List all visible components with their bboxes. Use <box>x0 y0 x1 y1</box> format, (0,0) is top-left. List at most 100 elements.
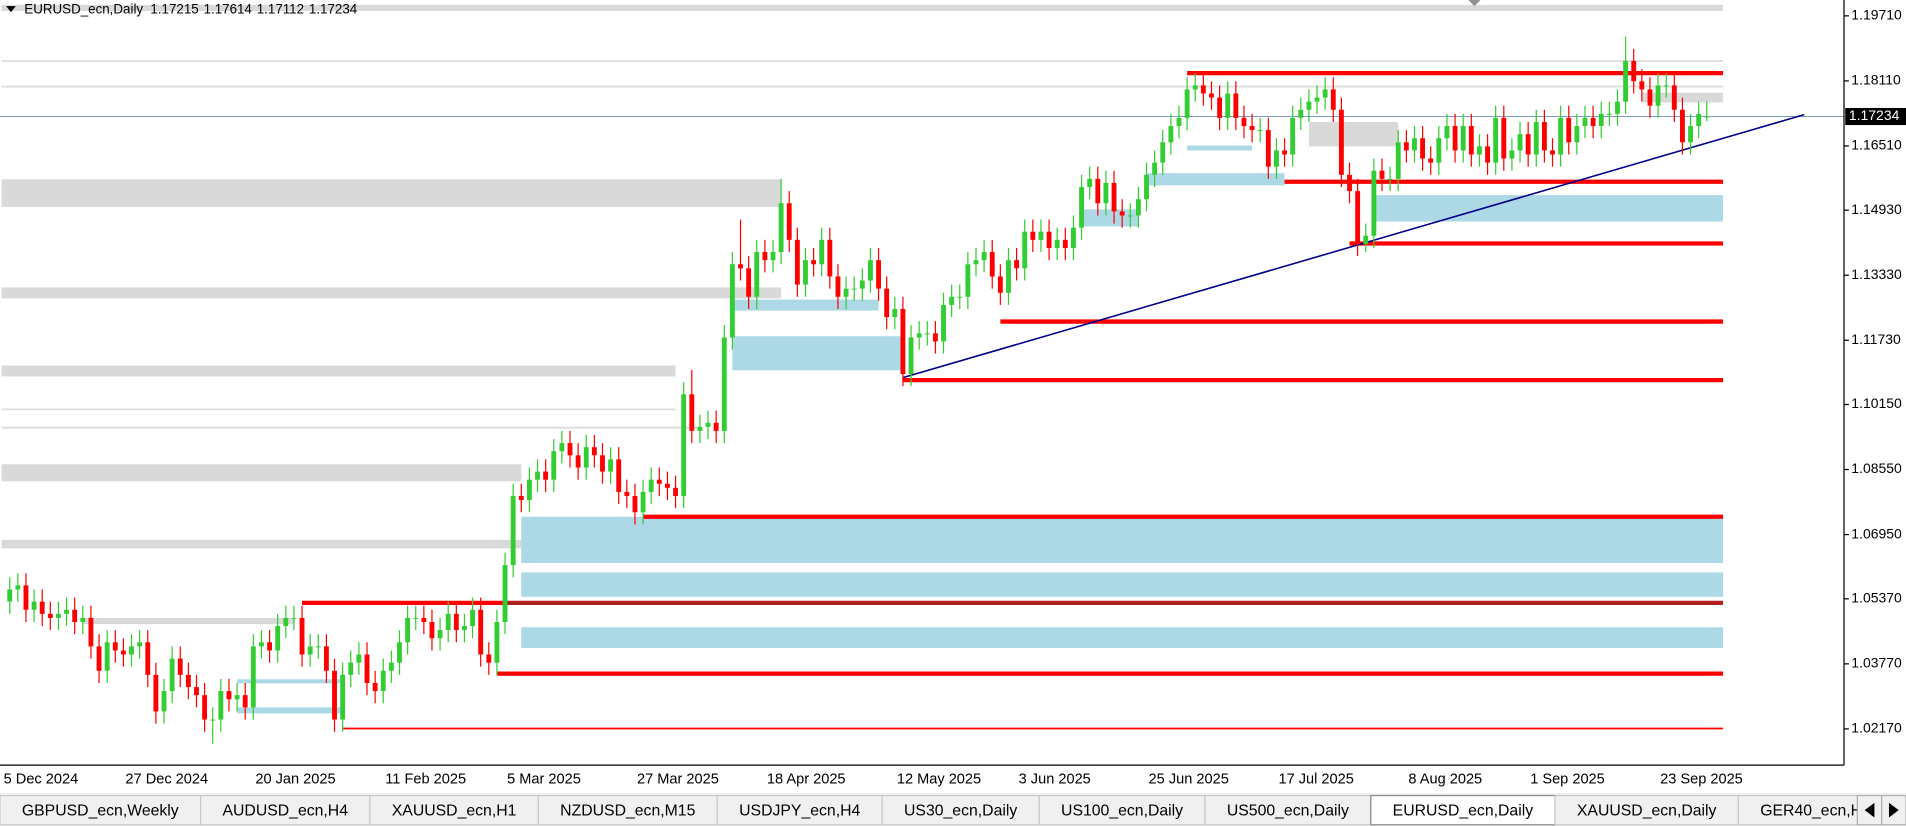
candle-body <box>819 239 825 265</box>
tab-label[interactable]: XAUUSD_ecn,Daily <box>1577 803 1717 820</box>
candle-body <box>380 670 386 692</box>
tab[interactable]: US500_ecn,Daily <box>1204 794 1372 826</box>
tab-label[interactable]: GBPUSD_ecn,Weekly <box>22 803 179 820</box>
candle-body <box>957 296 963 298</box>
candle-body <box>104 642 110 671</box>
candle-body <box>721 337 727 431</box>
candle-body <box>462 626 467 631</box>
zone <box>1 539 522 549</box>
tab[interactable]: GER40_ecn,H4 <box>1737 794 1871 826</box>
candle-body <box>965 264 971 297</box>
zone <box>237 679 343 684</box>
candle-body <box>705 422 711 427</box>
zone <box>82 617 294 625</box>
candle-body <box>1509 150 1515 159</box>
candle-body <box>31 601 37 610</box>
candle-body <box>1355 191 1361 244</box>
trendline <box>902 113 1805 379</box>
tab-frame[interactable] <box>881 794 1040 826</box>
tab-frame[interactable] <box>537 794 718 826</box>
candle-body <box>137 642 143 647</box>
tab-frame[interactable] <box>1737 794 1858 826</box>
candle-body <box>932 333 938 342</box>
candle-body <box>1314 97 1320 102</box>
open-value: 1.17215 <box>150 1 198 16</box>
candle-body <box>843 288 849 297</box>
tab-frame[interactable] <box>716 794 883 826</box>
tab-label[interactable]: AUDUSD_ecn,H4 <box>222 803 348 820</box>
tab-label[interactable]: US500_ecn,Daily <box>1227 803 1349 820</box>
candle-body <box>876 260 881 289</box>
tab[interactable]: USDJPY_ecn,H4 <box>716 794 883 826</box>
candle-body <box>1574 126 1580 143</box>
tab[interactable]: EURUSD_ecn,Daily <box>1370 794 1556 826</box>
candle-body <box>640 491 646 513</box>
candle-body <box>1550 150 1555 155</box>
candle-body <box>1306 101 1312 110</box>
candle-body <box>1655 85 1661 106</box>
candle-body <box>632 495 638 513</box>
candle-body <box>291 617 297 619</box>
tab[interactable]: XAUUSD_ecn,Daily <box>1554 794 1739 826</box>
tab[interactable]: AUDUSD_ecn,H4 <box>199 794 371 826</box>
tab-frame[interactable] <box>1370 794 1556 826</box>
candle-body <box>283 617 289 627</box>
tab[interactable]: US100_ecn,Daily <box>1038 794 1206 826</box>
candle-body <box>1095 178 1101 204</box>
candle-body <box>510 495 516 566</box>
tab-frame[interactable] <box>199 794 371 826</box>
candle-body <box>770 252 776 261</box>
candle-body <box>1347 174 1352 192</box>
candle-body <box>1680 109 1685 143</box>
candle-body <box>364 654 370 683</box>
x-tick-label: 17 Jul 2025 <box>1278 772 1353 788</box>
candle-body <box>1468 126 1474 155</box>
candle-body <box>738 264 743 269</box>
tab-label[interactable]: US100_ecn,Daily <box>1061 803 1183 820</box>
candle-body <box>1606 113 1612 115</box>
candle-body <box>1493 117 1499 163</box>
candle-body <box>23 585 29 610</box>
candle-body <box>673 487 678 496</box>
current-price-label: 1.17234 <box>1849 107 1900 123</box>
candle-body <box>112 642 118 651</box>
candle-body <box>1192 85 1198 90</box>
tab-frame[interactable] <box>1554 794 1739 826</box>
candle-body <box>1582 117 1588 127</box>
x-tick-label: 25 Jun 2025 <box>1149 772 1229 788</box>
candle-body <box>250 646 256 708</box>
candle-body <box>1241 117 1247 127</box>
candle-body <box>161 691 167 712</box>
tab-label[interactable]: USDJPY_ecn,H4 <box>739 803 860 820</box>
period-marker <box>1468 0 1481 7</box>
candle-body <box>689 394 695 431</box>
candle-body <box>1566 117 1572 143</box>
candle-body <box>762 252 768 261</box>
candle-body <box>1006 260 1011 293</box>
tab[interactable]: XAUUSD_ecn,H1 <box>369 794 539 826</box>
candle-body <box>1696 113 1702 127</box>
tab-frame[interactable] <box>1204 794 1372 826</box>
tab-label[interactable]: XAUUSD_ecn,H1 <box>392 803 517 820</box>
candle-body <box>1590 117 1596 127</box>
candle-body <box>445 613 451 631</box>
tab-label[interactable]: NZDUSD_ecn,M15 <box>560 803 695 820</box>
x-tick-label: 8 Aug 2025 <box>1408 772 1482 788</box>
collapse-arrow[interactable] <box>6 6 16 13</box>
candle-body <box>234 695 240 700</box>
tab-frame[interactable] <box>369 794 539 826</box>
candle-body <box>1282 150 1287 155</box>
tab-label[interactable]: US30_ecn,Daily <box>904 803 1017 820</box>
tab[interactable]: US30_ecn,Daily <box>881 794 1040 826</box>
candle-body <box>372 682 378 692</box>
tab-label[interactable]: GER40_ecn,H4 <box>1760 803 1871 820</box>
tab[interactable]: NZDUSD_ecn,M15 <box>537 794 718 826</box>
candle-body <box>494 621 500 663</box>
y-tick-label: 1.06950 <box>1851 525 1902 541</box>
zone <box>732 336 903 371</box>
tab[interactable]: GBPUSD_ecn,Weekly <box>0 794 202 826</box>
x-tick-label: 23 Sep 2025 <box>1660 772 1743 788</box>
candle-body <box>1420 138 1426 159</box>
tab-label[interactable]: EURUSD_ecn,Daily <box>1393 803 1534 820</box>
